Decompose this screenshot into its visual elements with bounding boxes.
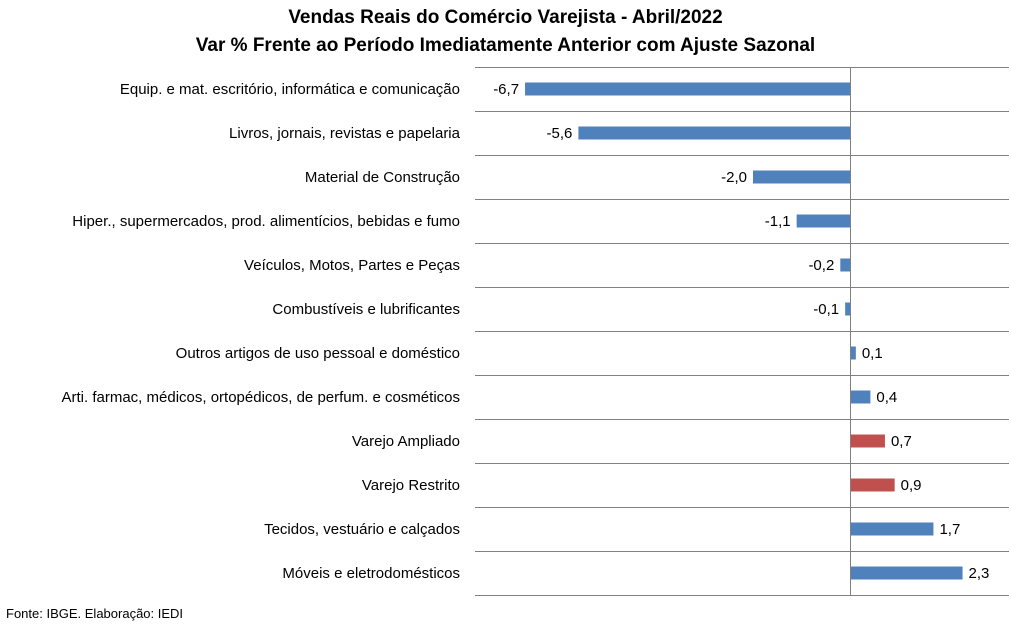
data-label: -6,7 xyxy=(493,81,519,98)
bar xyxy=(845,302,850,316)
bar xyxy=(753,170,850,184)
bar xyxy=(840,258,850,272)
chart-subtitle: Var % Frente ao Período Imediatamente An… xyxy=(195,35,816,56)
source-note: Fonte: IBGE. Elaboração: IEDI xyxy=(6,606,184,621)
bar xyxy=(578,126,850,140)
data-label: 0,4 xyxy=(876,389,897,406)
bar xyxy=(851,478,895,492)
category-label: Varejo Restrito xyxy=(362,477,460,494)
category-label: Varejo Ampliado xyxy=(352,433,460,450)
category-label: Arti. farmac, médicos, ortopédicos, de p… xyxy=(62,389,461,406)
category-label: Móveis e eletrodomésticos xyxy=(282,565,460,582)
category-label: Combustíveis e lubrificantes xyxy=(272,301,460,318)
bar xyxy=(851,346,856,360)
data-label: -5,6 xyxy=(547,125,573,142)
data-label: -1,1 xyxy=(765,213,791,230)
category-label: Livros, jornais, revistas e papelaria xyxy=(229,125,461,142)
data-label: 0,7 xyxy=(891,433,912,450)
data-label: 0,9 xyxy=(901,477,922,494)
category-label: Veículos, Motos, Partes e Peças xyxy=(244,257,460,274)
chart-title: Vendas Reais do Comércio Varejista - Abr… xyxy=(288,7,723,28)
category-label: Material de Construção xyxy=(305,169,460,186)
category-label: Outros artigos de uso pessoal e doméstic… xyxy=(176,345,460,362)
data-label: -0,1 xyxy=(813,301,839,318)
bar xyxy=(851,390,871,404)
data-label: -0,2 xyxy=(808,257,834,274)
data-label: -2,0 xyxy=(721,169,747,186)
bar xyxy=(851,566,963,580)
bar xyxy=(525,82,850,96)
bar xyxy=(796,214,850,228)
data-label: 2,3 xyxy=(969,565,990,582)
bar xyxy=(851,522,934,536)
data-label: 1,7 xyxy=(939,521,960,538)
category-label: Equip. e mat. escritório, informática e … xyxy=(120,81,460,98)
bar xyxy=(851,434,885,448)
category-label: Tecidos, vestuário e calçados xyxy=(264,521,460,538)
category-label: Hiper., supermercados, prod. alimentício… xyxy=(72,213,460,230)
data-label: 0,1 xyxy=(862,345,883,362)
